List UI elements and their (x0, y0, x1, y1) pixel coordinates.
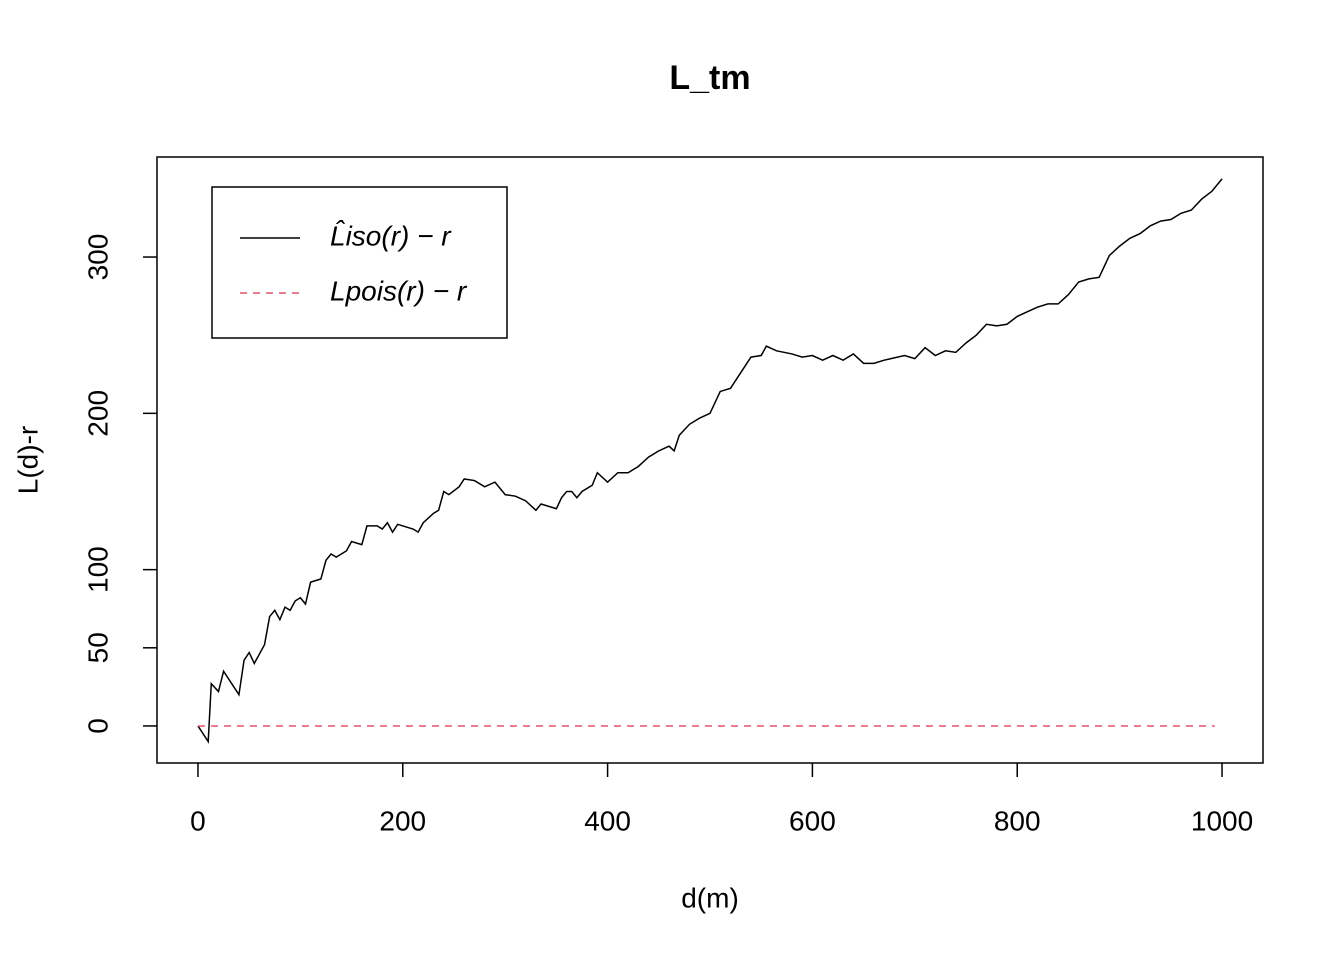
y-tick-label: 300 (82, 234, 113, 281)
x-tick-label: 400 (584, 805, 631, 836)
data-line (197, 178, 1223, 744)
y-tick-label: 0 (82, 718, 113, 734)
y-tick-label: 200 (82, 390, 113, 437)
x-tick-label: 0 (190, 805, 206, 836)
legend-label: Lpois(r) − r (330, 275, 468, 306)
x-tick-label: 800 (994, 805, 1041, 836)
y-tick-label: 50 (82, 632, 113, 663)
x-tick-label: 600 (789, 805, 836, 836)
x-tick-label: 200 (379, 805, 426, 836)
legend-label: L̂iso(r) − r (330, 220, 452, 251)
y-tick-label: 100 (82, 546, 113, 593)
chart-title: L_tm (669, 59, 750, 97)
x-tick-label: 1000 (1191, 805, 1253, 836)
x-axis-label: d(m) (681, 882, 739, 913)
y-axis-label: L(d)-r (12, 426, 43, 494)
plot-frame (156, 156, 1264, 764)
legend-box (211, 186, 508, 339)
